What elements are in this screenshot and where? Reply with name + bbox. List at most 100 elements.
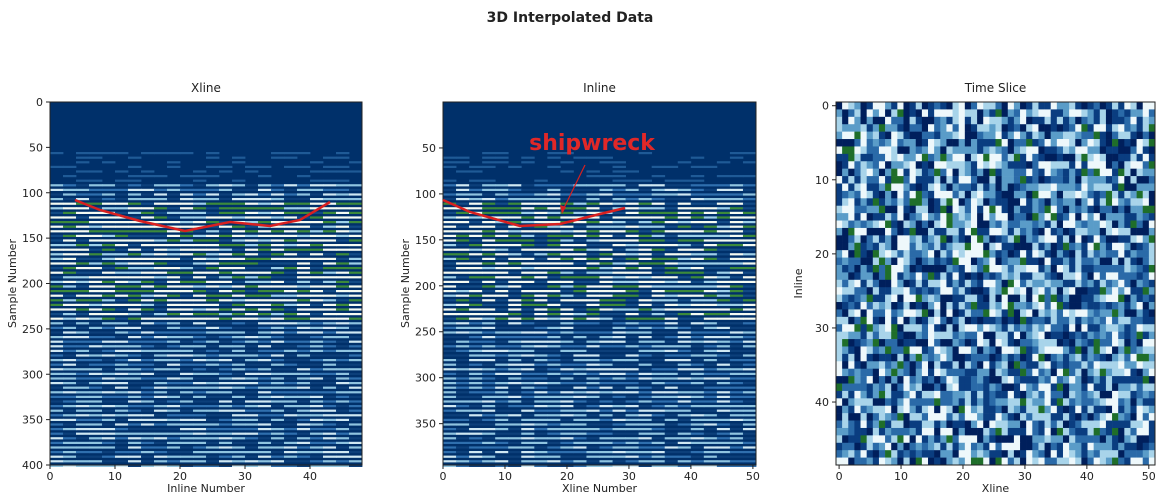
image-texture [1137, 146, 1143, 154]
image-texture [1069, 346, 1075, 354]
image-texture [508, 396, 521, 398]
image-texture [245, 331, 258, 333]
image-texture [63, 295, 76, 297]
image-texture [1124, 265, 1130, 273]
image-texture [63, 336, 76, 338]
image-texture [903, 198, 909, 206]
image-texture [310, 373, 323, 375]
image-texture [128, 391, 141, 393]
image-texture [652, 207, 665, 209]
image-texture [678, 216, 691, 218]
image-texture [349, 262, 362, 264]
image-texture [613, 400, 626, 402]
image-texture [1045, 198, 1051, 206]
image-texture [1051, 280, 1057, 288]
image-texture [1088, 228, 1094, 236]
image-texture [983, 146, 989, 154]
image-texture [573, 433, 586, 435]
image-texture [903, 272, 909, 280]
image-texture [1008, 332, 1014, 340]
image-texture [1106, 339, 1112, 347]
image-texture [704, 437, 717, 439]
image-texture [910, 317, 916, 325]
image-texture [482, 193, 495, 195]
image-texture [297, 414, 310, 416]
image-texture [76, 226, 89, 228]
image-texture [916, 272, 922, 280]
image-texture [600, 184, 613, 186]
image-texture [297, 437, 310, 439]
image-texture [730, 336, 743, 338]
image-texture [50, 373, 63, 375]
image-texture [600, 428, 613, 430]
image-texture [885, 265, 891, 273]
image-texture [508, 267, 521, 269]
image-texture [1130, 339, 1136, 347]
image-texture [297, 327, 310, 329]
image-texture [897, 339, 903, 347]
image-texture [1112, 198, 1118, 206]
image-texture [934, 117, 940, 125]
image-texture [1057, 295, 1063, 303]
image-texture [1008, 102, 1014, 110]
image-texture [258, 341, 271, 343]
image-texture [1088, 250, 1094, 258]
image-texture [983, 198, 989, 206]
image-texture [652, 437, 665, 439]
image-texture [206, 272, 219, 274]
image-texture [219, 410, 232, 412]
image-texture [848, 317, 854, 325]
image-texture [508, 285, 521, 287]
image-texture [971, 132, 977, 140]
image-texture [678, 313, 691, 315]
image-texture [50, 313, 63, 315]
image-texture [652, 451, 665, 453]
image-texture [953, 183, 959, 191]
image-texture [443, 414, 456, 416]
image-texture [1075, 183, 1081, 191]
image-texture [206, 249, 219, 251]
image-texture [652, 400, 665, 402]
image-texture [989, 280, 995, 288]
image-texture [297, 451, 310, 453]
image-texture [639, 318, 652, 320]
image-texture [861, 250, 867, 258]
image-texture [245, 249, 258, 251]
image-texture [626, 244, 639, 246]
image-texture [63, 428, 76, 430]
image-texture [678, 423, 691, 425]
image-texture [1118, 354, 1124, 362]
image-texture [928, 183, 934, 191]
image-texture [521, 341, 534, 343]
image-texture [916, 169, 922, 177]
image-texture [691, 216, 704, 218]
image-texture [89, 189, 102, 191]
image-texture [1130, 117, 1136, 125]
image-texture [141, 419, 154, 421]
image-texture [349, 364, 362, 366]
image-texture [842, 250, 848, 258]
image-texture [965, 339, 971, 347]
image-texture [916, 309, 922, 317]
image-texture [63, 230, 76, 232]
image-texture [1051, 146, 1057, 154]
image-texture [323, 377, 336, 379]
image-texture [1100, 250, 1106, 258]
image-texture [89, 295, 102, 297]
image-texture [946, 272, 952, 280]
image-texture [456, 373, 469, 375]
image-texture [613, 336, 626, 338]
image-texture [1088, 317, 1094, 325]
image-texture [456, 235, 469, 237]
image-texture [1081, 235, 1087, 243]
image-texture [521, 350, 534, 352]
image-texture [879, 272, 885, 280]
image-texture [704, 267, 717, 269]
image-texture [245, 281, 258, 283]
image-texture [665, 451, 678, 453]
image-texture [959, 198, 965, 206]
image-texture [1051, 154, 1057, 162]
image-texture [1088, 198, 1094, 206]
image-texture [891, 235, 897, 243]
image-texture [245, 230, 258, 232]
